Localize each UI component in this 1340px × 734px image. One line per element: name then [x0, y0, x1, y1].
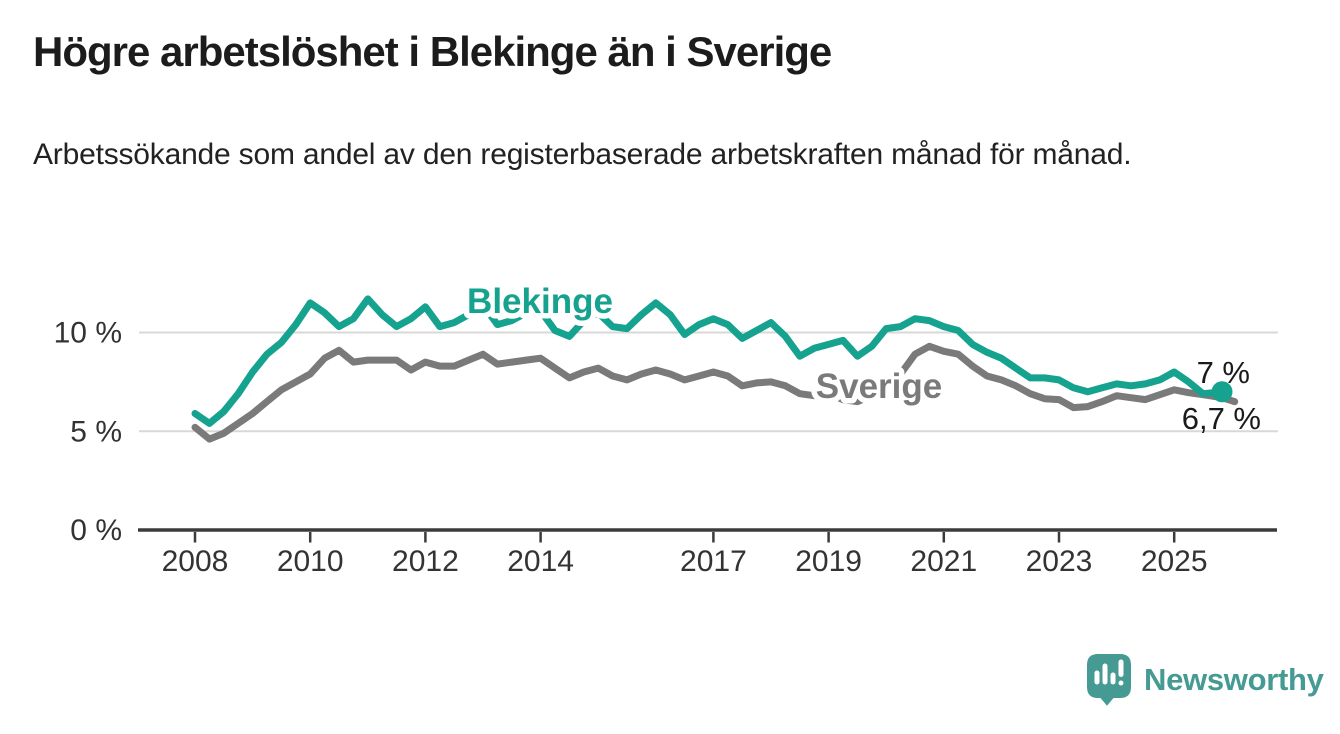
newsworthy-brand: Newsworthy	[1086, 653, 1324, 707]
x-tick-label: 2012	[392, 545, 459, 578]
x-tick-label: 2008	[162, 545, 229, 578]
x-tick-label: 2025	[1141, 545, 1208, 578]
newsworthy-logo-icon	[1087, 654, 1131, 706]
x-tick-label: 2021	[910, 545, 977, 578]
y-tick-label: 0 %	[70, 514, 122, 547]
x-tick-label: 2017	[680, 545, 747, 578]
x-tick-label: 2014	[507, 545, 574, 578]
x-tick-label: 2010	[277, 545, 344, 578]
x-tick-label: 2019	[795, 545, 862, 578]
blekinge-series-label: Blekinge	[467, 282, 613, 321]
x-tick-label: 2023	[1026, 545, 1093, 578]
sverige-line	[191, 342, 1239, 443]
y-tick-label: 10 %	[54, 317, 122, 350]
y-tick-label: 5 %	[70, 415, 122, 448]
blekinge-line	[191, 295, 1226, 427]
sverige-series-label: Sverige	[816, 367, 942, 406]
sverige-end-label: 6,7 %	[1182, 401, 1261, 436]
chart-subtitle: Arbetssökande som andel av den registerb…	[33, 138, 1132, 171]
newsworthy-wordmark: Newsworthy	[1144, 662, 1324, 697]
blekinge-end-label: 7 %	[1197, 355, 1250, 390]
chart-title: Högre arbetslöshet i Blekinge än i Sveri…	[33, 28, 832, 75]
blekinge-end-dot	[1211, 381, 1233, 403]
